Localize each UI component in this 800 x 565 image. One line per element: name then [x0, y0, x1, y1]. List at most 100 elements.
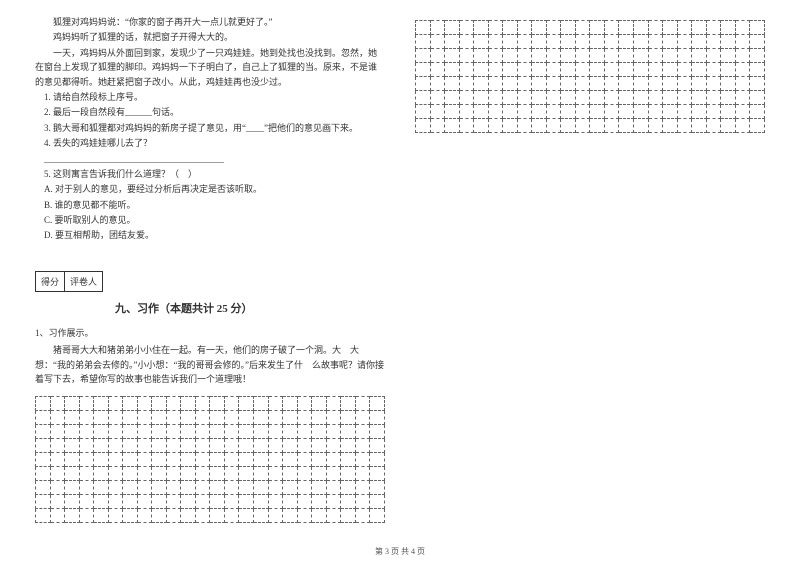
grid-cell: [36, 425, 51, 439]
grid-cell: [721, 77, 736, 91]
grid-cell: [297, 495, 312, 509]
grid-cell: [677, 63, 692, 77]
grid-cell: [503, 105, 518, 119]
grid-cell: [239, 495, 254, 509]
story-paragraph-2: 鸡妈妈听了狐狸的话，就把窗子开得大大的。: [35, 30, 385, 44]
grid-cell: [561, 63, 576, 77]
grid-cell: [677, 77, 692, 91]
grid-cell: [341, 453, 356, 467]
grid-cell: [79, 495, 94, 509]
grid-cell: [663, 35, 678, 49]
grid-cell: [648, 77, 663, 91]
grid-cell: [312, 411, 327, 425]
grid-cell: [94, 481, 109, 495]
grid-cell: [108, 509, 123, 523]
grid-cell: [735, 77, 750, 91]
grid-cell: [253, 453, 268, 467]
grid-cell: [735, 91, 750, 105]
grid-cell: [416, 119, 431, 133]
grid-cell: [517, 35, 532, 49]
grid-cell: [663, 77, 678, 91]
grid-cell: [297, 397, 312, 411]
grid-cell: [326, 509, 341, 523]
grid-cell: [692, 21, 707, 35]
grid-cell: [210, 425, 225, 439]
grid-cell: [488, 91, 503, 105]
grid-cell: [532, 63, 547, 77]
grid-cell: [326, 481, 341, 495]
grid-cell: [210, 439, 225, 453]
grid-cell: [546, 77, 561, 91]
grid-cell: [253, 439, 268, 453]
grid-cell: [94, 425, 109, 439]
grid-cell: [152, 509, 167, 523]
grid-cell: [561, 77, 576, 91]
grid-cell: [123, 411, 138, 425]
grid-cell: [546, 91, 561, 105]
grid-cell: [239, 467, 254, 481]
grid-cell: [721, 49, 736, 63]
grid-cell: [532, 35, 547, 49]
writing-label: 1、习作展示。: [35, 326, 385, 340]
question-2: 2. 最后一段自然段有______句话。: [35, 105, 385, 119]
grid-cell: [326, 397, 341, 411]
grid-cell: [663, 21, 678, 35]
grid-cell: [108, 495, 123, 509]
question-5-option-d: D. 要互相帮助，团结友爱。: [35, 228, 385, 242]
grid-cell: [253, 495, 268, 509]
grid-cell: [137, 425, 152, 439]
grid-cell: [341, 467, 356, 481]
story-text: 狐狸对鸡妈妈说：“你家的窗子再开大一点儿就更好了。” 鸡妈妈听了狐狸的话，就把窗…: [35, 15, 385, 243]
grid-cell: [210, 509, 225, 523]
grid-cell: [79, 397, 94, 411]
grid-cell: [152, 453, 167, 467]
grid-cell: [706, 77, 721, 91]
grid-cell: [36, 495, 51, 509]
grid-cell: [488, 77, 503, 91]
grid-cell: [459, 105, 474, 119]
grid-cell: [181, 467, 196, 481]
grid-cell: [355, 495, 370, 509]
grid-cell: [633, 63, 648, 77]
grid-cell: [416, 105, 431, 119]
grid-cell: [283, 425, 298, 439]
grid-cell: [561, 49, 576, 63]
grid-cell: [123, 495, 138, 509]
grid-cell: [721, 105, 736, 119]
grid-cell: [195, 411, 210, 425]
grid-cell: [283, 439, 298, 453]
grid-cell: [341, 509, 356, 523]
grid-cell: [416, 77, 431, 91]
question-5-option-a: A. 对于别人的意见，要经过分析后再决定是否该听取。: [35, 182, 385, 196]
grid-cell: [619, 77, 634, 91]
grid-cell: [488, 63, 503, 77]
grid-cell: [355, 481, 370, 495]
grid-cell: [65, 509, 80, 523]
grid-cell: [677, 119, 692, 133]
grid-cell: [561, 21, 576, 35]
grid-cell: [430, 105, 445, 119]
grid-cell: [546, 35, 561, 49]
writing-prompt: 1、习作展示。 猪哥哥大大和猪弟弟小小住在一起。有一天，他们的房子破了一个洞。大…: [35, 326, 385, 387]
story-paragraph-3: 一天，鸡妈妈从外面回到家，发现少了一只鸡娃娃。她到处找也没找到。忽然，她在窗台上…: [35, 46, 385, 89]
grid-cell: [430, 77, 445, 91]
grid-cell: [750, 63, 765, 77]
grid-cell: [517, 77, 532, 91]
grid-cell: [195, 509, 210, 523]
grid-cell: [575, 49, 590, 63]
grid-cell: [224, 509, 239, 523]
grid-cell: [648, 105, 663, 119]
grid-cell: [195, 425, 210, 439]
grid-cell: [79, 509, 94, 523]
grid-cell: [341, 439, 356, 453]
grid-cell: [166, 509, 181, 523]
grid-cell: [619, 21, 634, 35]
grid-cell: [326, 425, 341, 439]
grid-cell: [532, 21, 547, 35]
grid-cell: [152, 411, 167, 425]
grid-cell: [663, 105, 678, 119]
grid-cell: [370, 453, 385, 467]
grid-cell: [692, 119, 707, 133]
grid-cell: [65, 425, 80, 439]
question-5: 5. 这则寓言告诉我们什么道理？（ ）: [35, 167, 385, 181]
